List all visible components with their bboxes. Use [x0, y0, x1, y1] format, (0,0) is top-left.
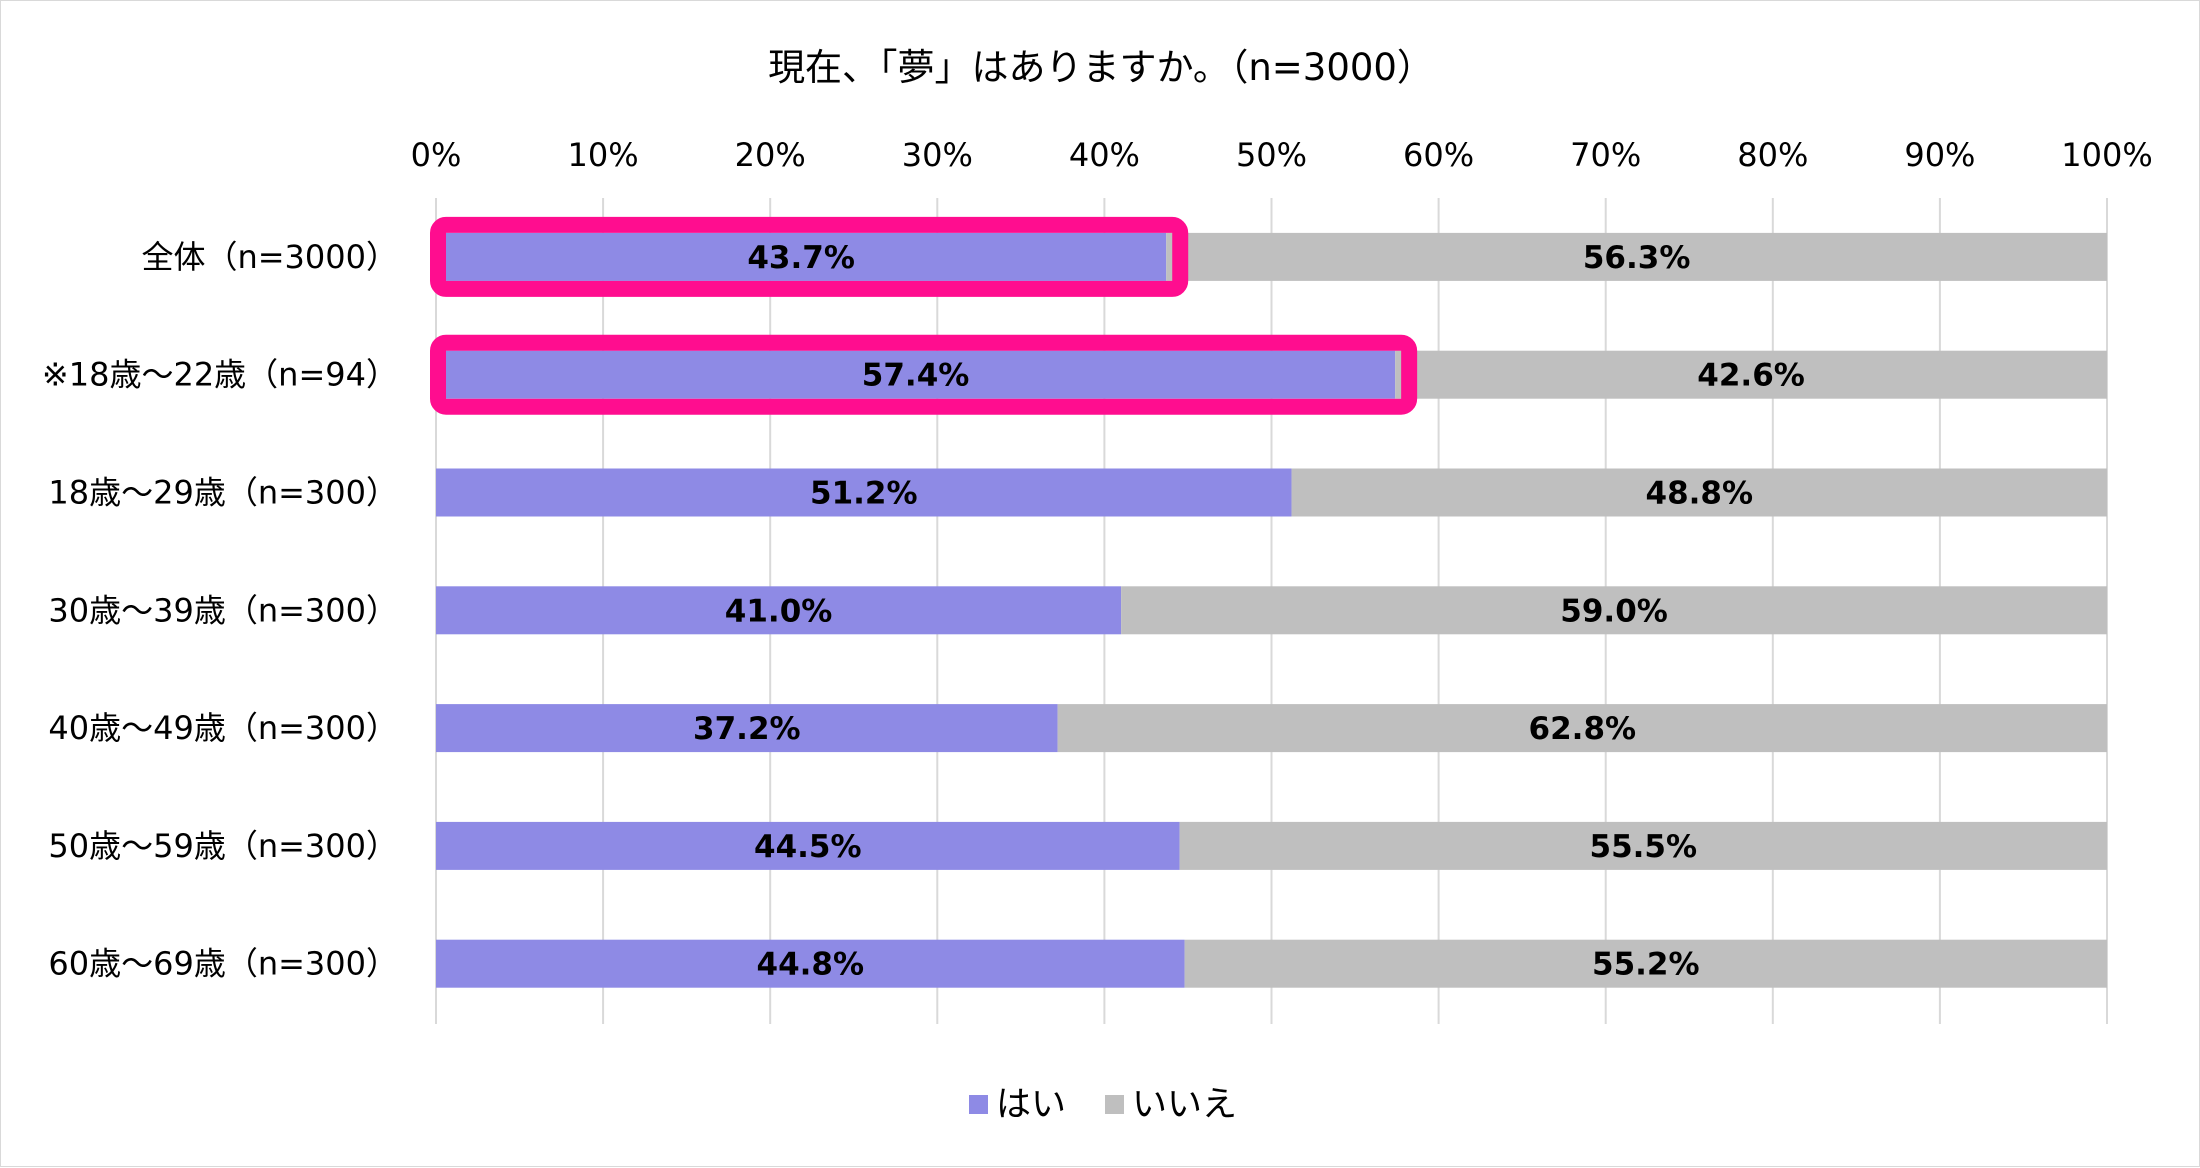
category-label: ※18歳～22歳（n=94）	[42, 356, 398, 394]
x-tick-label: 60%	[1403, 136, 1474, 174]
data-label: 37.2%	[693, 711, 801, 747]
x-tick-label: 20%	[735, 136, 806, 174]
data-label: 44.5%	[754, 829, 862, 865]
chart-title: 現在、「夢」はありますか。（n=3000）	[768, 46, 1434, 89]
x-tick-label: 70%	[1570, 136, 1641, 174]
x-tick-label: 90%	[1904, 136, 1975, 174]
bar-no	[1121, 586, 2107, 635]
legend: はい いいえ	[969, 1085, 1237, 1125]
bar-yes	[436, 821, 1180, 870]
data-label: 44.8%	[757, 947, 865, 983]
x-tick-label: 40%	[1069, 136, 1140, 174]
x-tick-label: 80%	[1737, 136, 1808, 174]
bar-yes	[436, 586, 1122, 635]
bar-no	[1057, 704, 2107, 753]
bar-no	[1179, 821, 2107, 870]
legend-swatch	[969, 1095, 988, 1114]
bar-no	[1166, 232, 2107, 281]
category-labels: 全体（n=3000） ※18歳～22歳（n=94） 18歳～29歳（n=300） 30…	[42, 238, 398, 983]
highlight-boxes	[430, 216, 1418, 415]
legend-label: はい	[996, 1085, 1066, 1125]
x-tick-label: 0%	[411, 136, 462, 174]
highlight-box	[430, 334, 1418, 415]
data-labels: 43.7% 56.3% 57.4% 42.6% 51.2% 48.8% 41.0% 59.0%…	[693, 240, 1805, 983]
legend-swatch	[1105, 1095, 1124, 1114]
legend-label: いいえ	[1132, 1085, 1237, 1125]
category-label: 30歳～39歳（n=300）	[48, 591, 398, 629]
data-label: 57.4%	[862, 358, 970, 394]
data-label: 55.5%	[1590, 829, 1698, 865]
data-label: 55.2%	[1592, 947, 1700, 983]
bar-yes	[436, 939, 1185, 988]
category-label: 40歳～49歳（n=300）	[48, 709, 398, 747]
data-label: 43.7%	[747, 240, 855, 276]
x-tick-label: 50%	[1236, 136, 1307, 174]
bar-yes	[436, 704, 1058, 753]
bar-no	[1291, 468, 2107, 517]
data-label: 48.8%	[1646, 476, 1754, 512]
bar-no	[1184, 939, 2107, 988]
data-label: 41.0%	[725, 593, 833, 629]
data-label: 62.8%	[1529, 711, 1637, 747]
bar-yes	[436, 350, 1396, 399]
x-tick-label: 100%	[2061, 136, 2152, 174]
bar-yes	[436, 232, 1167, 281]
data-label: 59.0%	[1560, 593, 1668, 629]
category-label: 50歳～59歳（n=300）	[48, 827, 398, 865]
x-tick-label: 10%	[568, 136, 639, 174]
data-label: 51.2%	[810, 476, 918, 512]
bar-no	[1395, 350, 2107, 399]
data-label: 56.3%	[1583, 240, 1691, 276]
x-axis-ticks: 0% 10% 20% 30% 40% 50% 60% 70% 80% 90% 100%	[411, 136, 2153, 174]
bars	[436, 232, 2107, 988]
x-tick-label: 30%	[902, 136, 973, 174]
category-label: 全体（n=3000）	[141, 238, 398, 276]
data-label: 42.6%	[1697, 358, 1805, 394]
category-label: 18歳～29歳（n=300）	[48, 474, 398, 512]
bar-yes	[436, 468, 1292, 517]
highlight-box	[430, 216, 1189, 297]
category-label: 60歳～69歳（n=300）	[48, 945, 398, 983]
